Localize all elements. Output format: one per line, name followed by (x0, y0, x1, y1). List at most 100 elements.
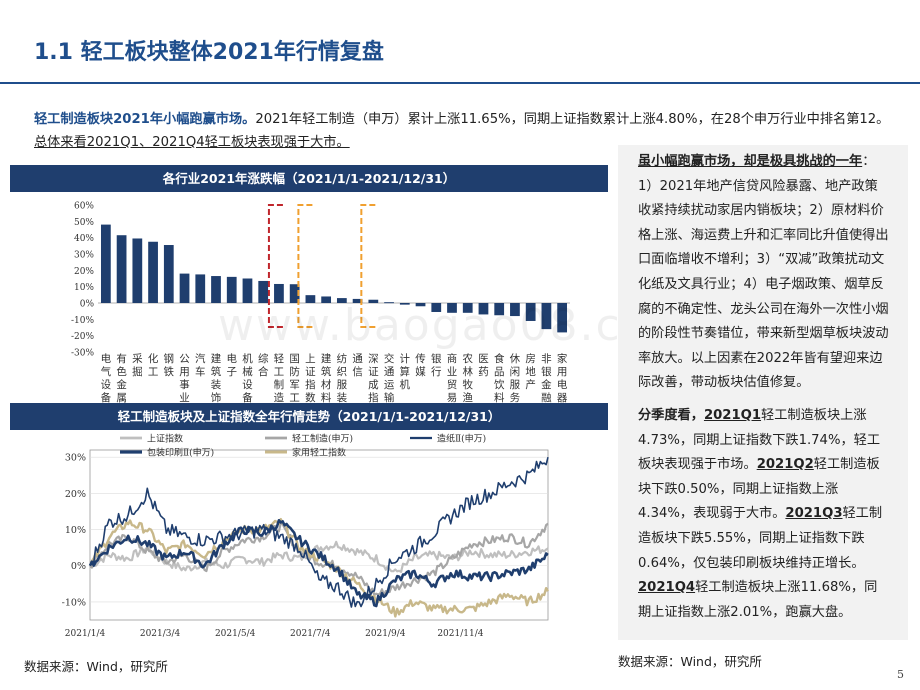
q3-tag: 2021Q3 (785, 506, 843, 522)
category-label: 休 (510, 353, 521, 365)
commentary-text: 虽小幅跑赢市场，却是极具挑战的一年：1）2021年地产信贷风险暴露、地产政策收紧… (638, 150, 890, 625)
bar (179, 273, 190, 303)
y-tick-label: -20% (71, 332, 94, 342)
quarter-lead: 分季度看， (638, 407, 704, 423)
bar (195, 274, 206, 303)
category-label: 通 (384, 366, 395, 378)
category-label: 银 (541, 365, 552, 378)
x-tick-label: 2021/5/4 (215, 629, 256, 639)
bar (305, 295, 316, 303)
source-left: 数据来源：Wind，研究所 (24, 659, 168, 674)
category-label: 渔 (462, 392, 473, 404)
bar (399, 303, 410, 305)
highlight-box-red (267, 204, 283, 328)
bar (478, 303, 489, 315)
category-label: 电 (226, 352, 237, 365)
category-label: 军 (289, 379, 300, 391)
category-label: 公 (179, 353, 190, 365)
bar (132, 238, 143, 303)
category-label: 制 (274, 378, 285, 391)
y-tick-label: -30% (71, 349, 94, 359)
category-label: 防 (289, 365, 300, 378)
legend-label: 造纸Ⅱ(申万) (437, 433, 486, 445)
y-tick-label: -10% (62, 597, 86, 608)
category-label: 子 (226, 366, 237, 378)
category-label: 品 (494, 366, 505, 378)
legend-label: 家用轻工指数 (292, 447, 346, 459)
category-label: 设 (242, 379, 253, 391)
category-label: 服 (510, 379, 521, 391)
category-label: 贸 (447, 379, 458, 391)
category-label: 备 (101, 391, 112, 404)
category-label: 牧 (462, 378, 473, 391)
commentary-panel (618, 145, 908, 640)
category-label: 指 (368, 391, 379, 404)
category-label: 银 (431, 352, 442, 365)
y-tick-label: -10% (71, 316, 94, 326)
category-label: 电 (557, 378, 568, 391)
y-tick-label: 10% (74, 283, 94, 293)
category-label: 电 (101, 352, 112, 365)
q4-text: 轻工制造板块上涨11.68%，同期上证指数上涨2.01%，跑赢大盘。 (638, 580, 878, 620)
bar (368, 299, 379, 303)
y-tick-label: 20% (65, 489, 86, 500)
category-label: 房 (525, 352, 536, 365)
commentary-lead: 虽小幅跑赢市场，却是极具挑战的一年 (638, 154, 863, 169)
industry-bar-chart: 60%50%40%30%20%10%0%-10%-20%-30% 电气设备有色金属… (71, 202, 570, 404)
bar (211, 276, 221, 303)
index-line-chart: 30% 20% 10% 0% -10% 2021/1/4 2021/3/4 2021/5/4 2… (62, 433, 550, 639)
category-label: 药 (478, 366, 489, 378)
category-label: 深 (368, 353, 379, 365)
category-label: 食 (494, 352, 505, 365)
category-label: 国 (289, 353, 300, 365)
bar (242, 278, 253, 303)
category-label: 非 (541, 353, 552, 365)
category-label: 色 (116, 365, 127, 378)
plot-frame (89, 449, 549, 621)
category-label: 工 (274, 366, 285, 378)
category-label: 业 (179, 392, 190, 404)
category-label: 证 (305, 366, 316, 378)
category-label: 用 (557, 366, 568, 378)
highlight-box-orange (360, 204, 376, 328)
category-label: 有 (116, 352, 127, 365)
category-label: 农 (462, 352, 473, 365)
bar (336, 298, 347, 303)
category-label: 上 (305, 353, 316, 365)
intro-paragraph: 轻工制造板块2021年小幅跑赢市场。2021年轻工制造（申万）累计上涨11.65… (34, 108, 890, 154)
category-label: 装 (211, 378, 222, 391)
bar (148, 241, 158, 303)
y-tick-label: 20% (74, 267, 94, 277)
y-tick-label: 60% (74, 202, 94, 212)
bar (163, 245, 174, 303)
intro-underlined: 总体来看2021Q1、2021Q4轻工板块表现强于大市。 (34, 135, 350, 150)
category-label: 输 (384, 391, 395, 404)
legend-label: 轻工制造(申万) (292, 433, 353, 445)
category-label: 务 (510, 391, 521, 404)
bar (100, 224, 111, 303)
category-label: 算 (400, 365, 411, 378)
x-tick-label: 2021/7/4 (290, 629, 331, 639)
category-label: 证 (368, 366, 379, 378)
bar (384, 302, 394, 304)
source-right: 数据来源：Wind，研究所 (618, 654, 762, 669)
category-label: 机 (242, 352, 253, 365)
q4-tag: 2021Q4 (638, 580, 696, 596)
y-tick-label: 30% (74, 251, 94, 261)
bar (431, 303, 442, 312)
category-label: 化 (148, 352, 159, 365)
legend-label: 包装印刷Ⅱ(申万) (147, 447, 214, 459)
category-label: 饰 (211, 391, 222, 404)
category-label: 交 (384, 352, 395, 365)
bar (447, 303, 457, 313)
x-tick-label: 2021/3/4 (140, 629, 181, 639)
series-line (89, 457, 549, 608)
category-label: 融 (541, 392, 552, 404)
category-label: 机 (400, 378, 411, 391)
page-title: 1.1 轻工板块整体2021年行情复盘 (34, 40, 384, 65)
q1-text: 轻工制造板块上涨4.73%，同期上证指数下跌1.74%，轻工板块表现强于市场。 (638, 407, 881, 473)
category-label: 铁 (164, 365, 175, 378)
bar (226, 276, 237, 303)
bar (462, 303, 473, 313)
category-label: 饮 (494, 378, 505, 391)
